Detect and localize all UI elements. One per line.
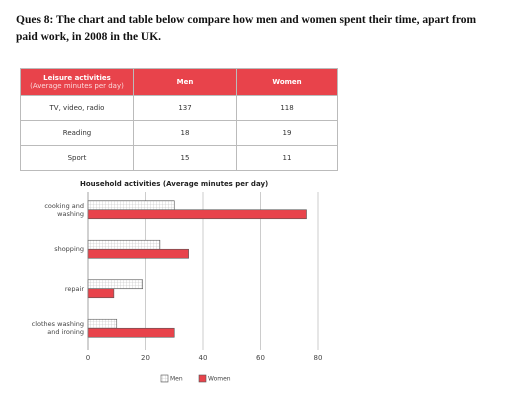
cell: 18: [133, 120, 237, 146]
cell: 15: [133, 145, 237, 171]
category-label: shopping: [54, 245, 84, 254]
x-tick-label: 20: [141, 354, 150, 362]
bar: [87, 288, 115, 299]
x-tick-label: 60: [256, 354, 265, 362]
row: Sport 15 11: [20, 145, 338, 171]
cell: 19: [236, 120, 338, 146]
legend-swatch: [160, 374, 169, 383]
cell: Sport: [20, 145, 134, 171]
header-note: (Average minutes per day): [30, 82, 124, 90]
question: Ques 8: The chart and table below compar…: [16, 14, 477, 43]
cell: 118: [236, 95, 338, 121]
bar: [87, 318, 118, 329]
category-label: clothes washing and ironing: [31, 320, 84, 337]
category-label: repair: [64, 284, 84, 293]
chart-title: Household activities (Average minutes pe…: [80, 180, 268, 188]
cell: TV, video, radio: [20, 95, 134, 121]
cell: 11: [236, 145, 338, 171]
bar: [87, 248, 189, 259]
row: TV, video, radio 137 118: [20, 95, 338, 121]
legend-label: Men: [170, 376, 183, 383]
legend-swatch: [198, 374, 207, 383]
bar: [87, 200, 175, 211]
legend-label: Women: [208, 376, 231, 383]
header-cell: Men: [133, 68, 237, 96]
category-label: cooking and washing: [44, 201, 84, 218]
bar: [87, 239, 161, 250]
x-tick-label: 40: [199, 354, 208, 362]
row: Reading 18 19: [20, 120, 338, 146]
bar: [87, 209, 307, 220]
x-tick-label: 80: [314, 354, 323, 362]
header-cell: Leisure activities (Average minutes per d…: [20, 68, 134, 96]
x-tick-label: 0: [86, 354, 90, 362]
bar: [87, 279, 143, 290]
header-text: Leisure activities: [43, 74, 111, 82]
bar: [87, 327, 175, 338]
cell: Reading: [20, 120, 134, 146]
leisure-table: Leisure activities (Average minutes per d…: [20, 68, 338, 171]
